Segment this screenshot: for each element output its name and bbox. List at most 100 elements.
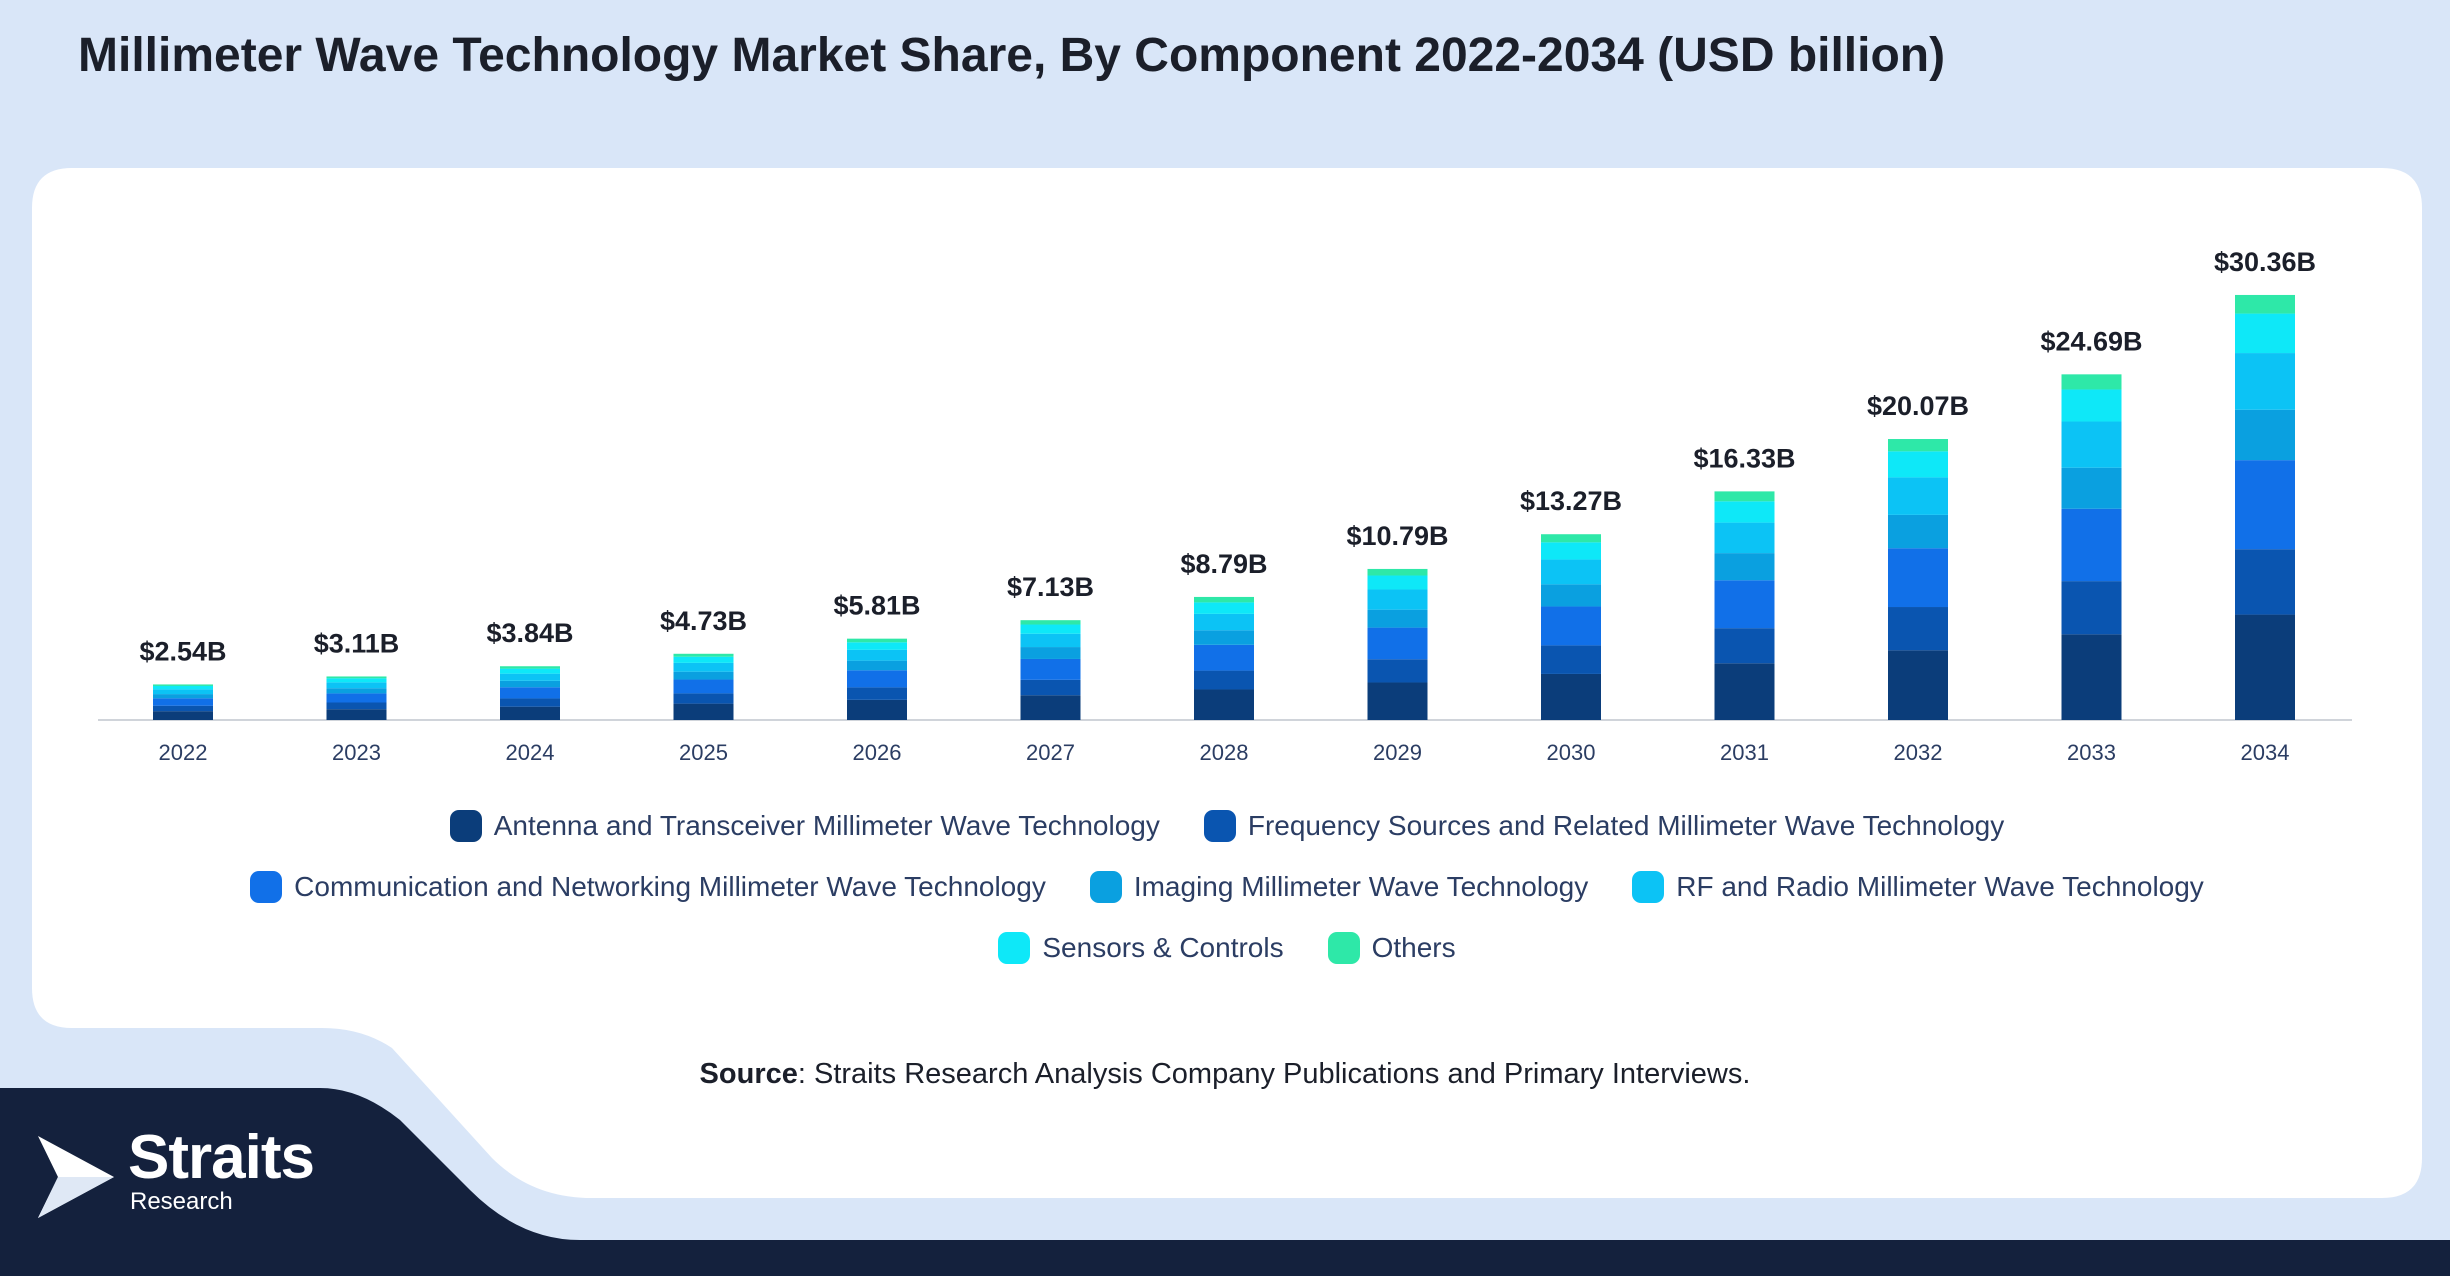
bar-segment bbox=[2061, 389, 2122, 422]
x-tick-label: 2027 bbox=[1026, 740, 1075, 765]
bar-segment bbox=[847, 638, 907, 643]
x-tick-label: 2023 bbox=[332, 740, 381, 765]
bar-segment bbox=[2235, 294, 2295, 314]
bar-segment bbox=[673, 662, 734, 672]
x-tick-label: 2033 bbox=[2067, 740, 2116, 765]
bar-segment bbox=[673, 679, 734, 694]
bar-total-label: $20.07B bbox=[1867, 391, 1969, 421]
x-tick-label: 2025 bbox=[679, 740, 728, 765]
bar-segment bbox=[847, 649, 907, 661]
bar-segment bbox=[326, 709, 387, 720]
bar-segment bbox=[326, 678, 387, 683]
x-tick-label: 2026 bbox=[853, 740, 902, 765]
bar-total-label: $8.79B bbox=[1180, 549, 1267, 579]
bar-segment bbox=[1888, 607, 1948, 651]
bar-total-label: $5.81B bbox=[833, 591, 920, 621]
bar-segment bbox=[847, 699, 907, 720]
chart-title: Millimeter Wave Technology Market Share,… bbox=[78, 29, 1946, 82]
bar-segment bbox=[2061, 581, 2122, 635]
bar-segment bbox=[2235, 549, 2295, 615]
bar-segment bbox=[1714, 663, 1775, 720]
bar-total-label: $16.33B bbox=[1693, 443, 1795, 473]
bar-segment bbox=[1194, 602, 1254, 614]
logo-name: Straits bbox=[128, 1123, 315, 1192]
bar-segment bbox=[326, 693, 387, 703]
bar-segment bbox=[1367, 568, 1428, 576]
bar-segment bbox=[1541, 542, 1601, 560]
bar-segment bbox=[2235, 353, 2295, 410]
bar-segment bbox=[847, 670, 907, 688]
bar-segment bbox=[1888, 451, 1948, 478]
bar-segment bbox=[1194, 644, 1254, 671]
bar-segment bbox=[673, 653, 734, 657]
bar-segment bbox=[1367, 589, 1428, 610]
bar-segment bbox=[673, 693, 734, 704]
bar-segment bbox=[2061, 374, 2122, 390]
legend-item-imaging: Imaging Millimeter Wave Technology bbox=[1089, 870, 1589, 903]
bar-segment bbox=[326, 676, 387, 679]
bar-segment bbox=[1194, 596, 1254, 603]
bar-segment bbox=[847, 642, 907, 650]
straits-research-logo: Straits Research bbox=[36, 1123, 356, 1228]
legend-label: Imaging Millimeter Wave Technology bbox=[1133, 870, 1589, 902]
bar-total-label: $24.69B bbox=[2040, 326, 2142, 356]
legend-row-2: Communication and Networking Millimeter … bbox=[32, 856, 2422, 917]
bar-segment bbox=[326, 702, 387, 710]
bar-segment bbox=[1714, 522, 1775, 554]
bar-segment bbox=[673, 671, 734, 680]
bar-segment bbox=[847, 660, 907, 671]
bar-segment bbox=[153, 689, 213, 695]
bar-total-label: $7.13B bbox=[1007, 572, 1094, 602]
bar-segment bbox=[1714, 580, 1775, 629]
bar-total-label: $3.84B bbox=[486, 618, 573, 648]
bar-segment bbox=[1020, 679, 1081, 696]
bar-segment bbox=[1194, 630, 1254, 645]
bar-segment bbox=[500, 666, 560, 669]
chart-legend: Antenna and Transceiver Millimeter Wave … bbox=[32, 795, 2422, 978]
source-text: : Straits Research Analysis Company Publ… bbox=[797, 1058, 1751, 1090]
bar-segment bbox=[1541, 534, 1601, 543]
bar-segment bbox=[153, 711, 213, 720]
stacked-bar-chart: $2.54B 2022 $3.11B 2023 $3.84B 2024 $4.73B 2025… bbox=[98, 247, 2352, 765]
bar-segment bbox=[1888, 650, 1948, 720]
bar-total-label: $13.27B bbox=[1520, 486, 1622, 516]
bar-segment bbox=[1714, 628, 1775, 664]
bar-segment bbox=[673, 656, 734, 663]
bar-segment bbox=[1714, 501, 1775, 523]
bar-segment bbox=[153, 705, 213, 712]
bar-segment bbox=[1888, 514, 1948, 549]
x-tick-label: 2022 bbox=[159, 740, 208, 765]
bar-total-label: $10.79B bbox=[1346, 521, 1448, 551]
legend-swatch bbox=[1089, 870, 1122, 903]
bar-segment bbox=[2235, 460, 2295, 550]
legend-swatch bbox=[1632, 870, 1665, 903]
bar-segment bbox=[1020, 695, 1081, 720]
legend-item-sensors: Sensors & Controls bbox=[998, 931, 1284, 964]
legend-swatch bbox=[449, 809, 482, 842]
bar-segment bbox=[1367, 609, 1428, 628]
bar-total-label: $3.11B bbox=[314, 628, 400, 658]
x-tick-label: 2024 bbox=[506, 740, 555, 765]
legend-label: Communication and Networking Millimeter … bbox=[294, 870, 1046, 902]
bar-segment bbox=[500, 698, 560, 707]
bar-total-label: $2.54B bbox=[139, 636, 226, 666]
x-tick-label: 2029 bbox=[1373, 740, 1422, 765]
bar-segment bbox=[2061, 508, 2122, 582]
legend-swatch bbox=[250, 870, 283, 903]
bar-segment bbox=[1888, 439, 1948, 452]
bar-segment bbox=[1194, 689, 1254, 720]
bar-segment bbox=[1367, 659, 1428, 683]
legend-item-rf-radio: RF and Radio Millimeter Wave Technology bbox=[1632, 870, 2204, 903]
bar-segment bbox=[500, 673, 560, 681]
legend-label: Frequency Sources and Related Millimeter… bbox=[1247, 809, 2005, 841]
bar-segment bbox=[153, 684, 213, 686]
legend-label: Others bbox=[1371, 931, 1456, 963]
bar-segment bbox=[500, 668, 560, 674]
bar-segment bbox=[2061, 421, 2122, 468]
bar-segment bbox=[1020, 624, 1081, 634]
bar-segment bbox=[1541, 645, 1601, 674]
bar-segment bbox=[500, 706, 560, 720]
bar-segment bbox=[153, 698, 213, 706]
legend-item-others: Others bbox=[1327, 931, 1456, 964]
